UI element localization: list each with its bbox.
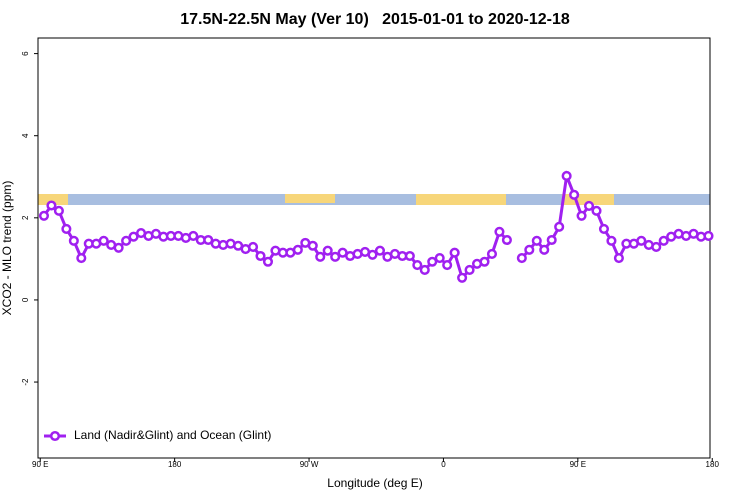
data-point	[330, 251, 341, 262]
data-point	[113, 242, 124, 253]
data-point	[38, 210, 50, 221]
data-point	[494, 226, 505, 237]
plot-frame	[37, 37, 711, 459]
data-point	[76, 253, 87, 264]
data-point	[427, 256, 438, 267]
data-point	[636, 235, 647, 246]
data-point	[598, 223, 610, 234]
data-point	[121, 235, 132, 246]
data-point	[374, 245, 386, 256]
data-point	[479, 256, 490, 267]
data-point	[442, 259, 453, 271]
data-point	[367, 249, 378, 260]
x-tick-label: 90 E	[32, 460, 48, 469]
data-point	[247, 241, 259, 253]
y-tick-label: 2	[21, 215, 30, 220]
data-point	[591, 205, 602, 216]
data-point	[516, 253, 527, 264]
data-point	[561, 170, 572, 181]
data-point	[46, 200, 57, 211]
x-tick-label: 90 E	[570, 460, 586, 469]
data-point	[486, 248, 498, 260]
y-tick-label: 4	[21, 133, 30, 138]
data-point	[322, 245, 333, 256]
x-axis-label: Longitude (deg E)	[327, 476, 422, 490]
data-point	[68, 235, 79, 246]
y-axis-label: XCO2 - MLO trend (ppm)	[0, 181, 14, 316]
data-point	[457, 272, 468, 283]
x-tick-label: 180	[706, 460, 720, 469]
data-point	[292, 244, 303, 255]
data-point	[98, 235, 109, 246]
data-point	[464, 264, 475, 276]
data-point	[315, 251, 326, 262]
x-tick-label: 180	[168, 460, 182, 469]
data-point	[61, 223, 72, 234]
data-point	[651, 241, 662, 253]
legend-label: Land (Nadir&Glint) and Ocean (Glint)	[74, 428, 271, 442]
data-point	[576, 210, 587, 221]
data-point	[613, 253, 624, 264]
data-point	[569, 189, 580, 200]
data-point	[524, 244, 535, 255]
data-point	[539, 244, 550, 255]
chart-title: 17.5N-22.5N May (Ver 10) 2015-01-01 to 2…	[180, 11, 570, 28]
data-point	[554, 221, 565, 232]
y-tick-label: -2	[21, 378, 30, 386]
data-point	[53, 205, 64, 216]
data-point	[262, 256, 274, 267]
data-point	[404, 250, 415, 262]
data-point	[583, 200, 595, 211]
legend-marker	[49, 430, 61, 442]
map-strip	[38, 194, 710, 205]
data-point	[128, 231, 139, 242]
data-point	[307, 240, 318, 251]
y-tick-label: 0	[21, 297, 30, 302]
series-line	[42, 170, 709, 281]
x-tick-label: 90 W	[300, 460, 319, 469]
data-point	[449, 247, 460, 258]
data-point	[606, 235, 617, 246]
x-tick-label: 0	[441, 460, 446, 469]
data-point	[531, 235, 542, 246]
data-point	[703, 230, 714, 241]
data-point	[419, 264, 430, 276]
data-point	[546, 234, 557, 246]
data-point	[501, 234, 512, 246]
y-tick-label: 6	[21, 51, 30, 56]
data-point	[658, 235, 669, 246]
data-point	[412, 259, 423, 271]
data-point	[434, 253, 445, 264]
data-point	[255, 250, 266, 262]
data-point	[188, 230, 199, 241]
data-point	[203, 234, 214, 246]
